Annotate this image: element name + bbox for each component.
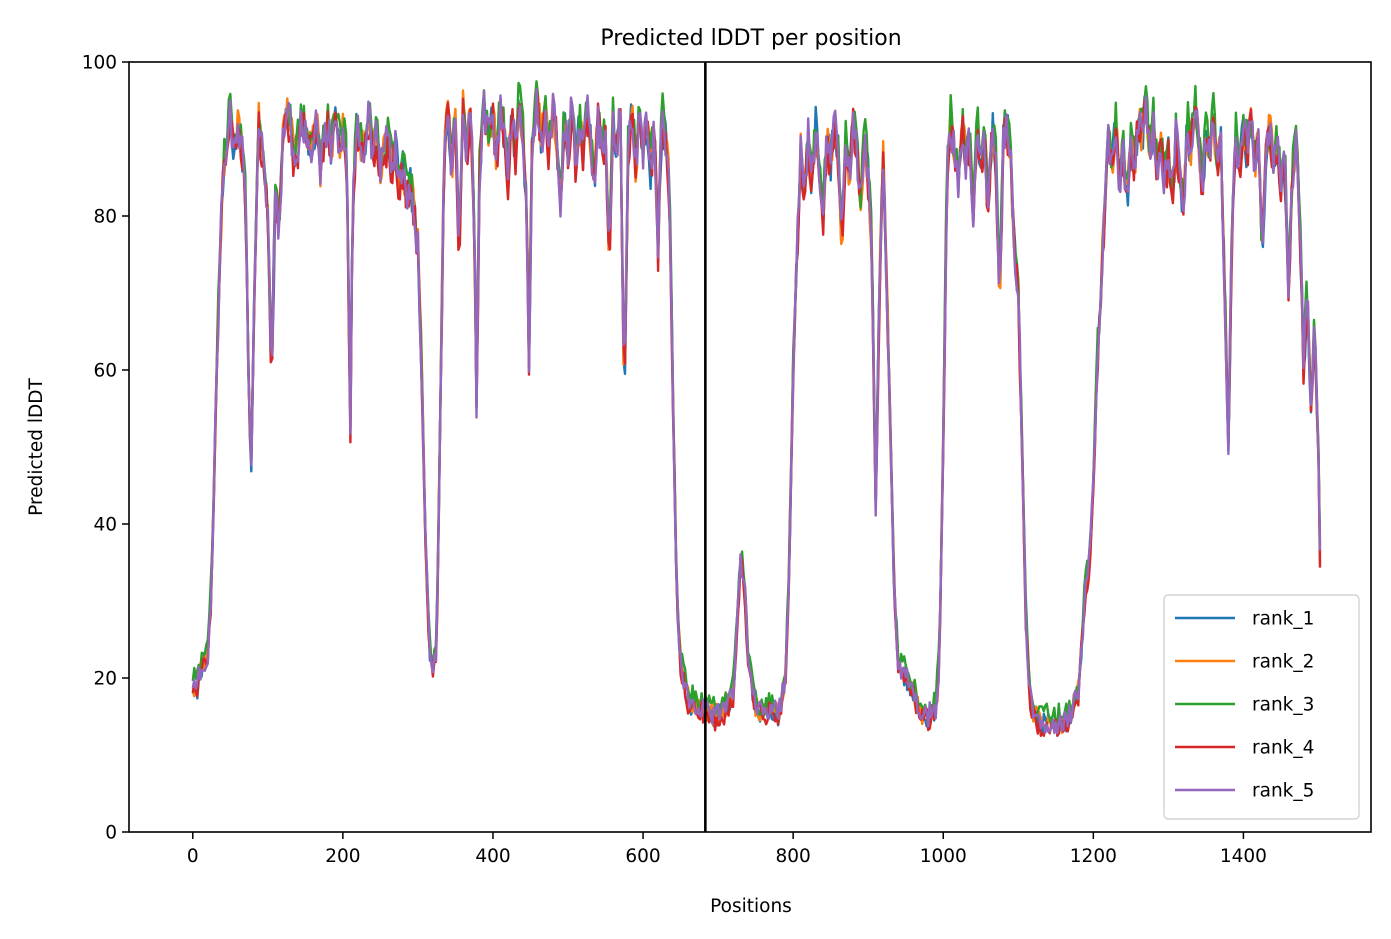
x-tick-label: 1200 xyxy=(1070,846,1117,867)
x-tick-label: 600 xyxy=(625,846,660,867)
x-tick-label: 800 xyxy=(775,846,810,867)
legend-box xyxy=(1163,594,1360,820)
y-tick-label: 0 xyxy=(105,823,117,844)
y-tick-label: 60 xyxy=(93,361,117,382)
series-line-rank_3 xyxy=(191,80,1322,728)
y-tick-label: 100 xyxy=(82,53,117,74)
legend-label-rank_1: rank_1 xyxy=(1252,609,1314,630)
legend-label-rank_3: rank_3 xyxy=(1252,695,1314,716)
series-line-rank_5 xyxy=(191,88,1322,735)
x-axis-label: Positions xyxy=(710,896,792,917)
series-line-rank_2 xyxy=(191,89,1322,735)
x-tick-label: 200 xyxy=(325,846,360,867)
y-tick-label: 20 xyxy=(93,669,117,690)
legend-label-rank_2: rank_2 xyxy=(1252,652,1314,673)
y-axis-label: Predicted lDDT xyxy=(26,377,47,515)
legend: rank_1 rank_2 rank_3 rank_4 rank_5 xyxy=(1163,594,1360,820)
series-line-rank_4 xyxy=(191,88,1322,737)
y-tick-label: 80 xyxy=(93,207,117,228)
y-axis-ticks: 0 20 40 60 80 100 xyxy=(82,53,129,844)
x-tick-label: 400 xyxy=(475,846,510,867)
plot-frame xyxy=(128,61,1372,833)
chart-title: Predicted lDDT per position xyxy=(600,26,901,51)
x-tick-label: 0 xyxy=(187,846,199,867)
y-tick-label: 40 xyxy=(93,515,117,536)
x-axis-ticks: 0 200 400 600 800 1000 1200 1400 xyxy=(187,832,1267,867)
series-lines xyxy=(191,80,1322,737)
legend-label-rank_4: rank_4 xyxy=(1252,738,1314,759)
x-tick-label: 1400 xyxy=(1220,846,1267,867)
x-tick-label: 1000 xyxy=(920,846,967,867)
legend-label-rank_5: rank_5 xyxy=(1252,781,1314,802)
series-line-rank_1 xyxy=(191,92,1322,736)
